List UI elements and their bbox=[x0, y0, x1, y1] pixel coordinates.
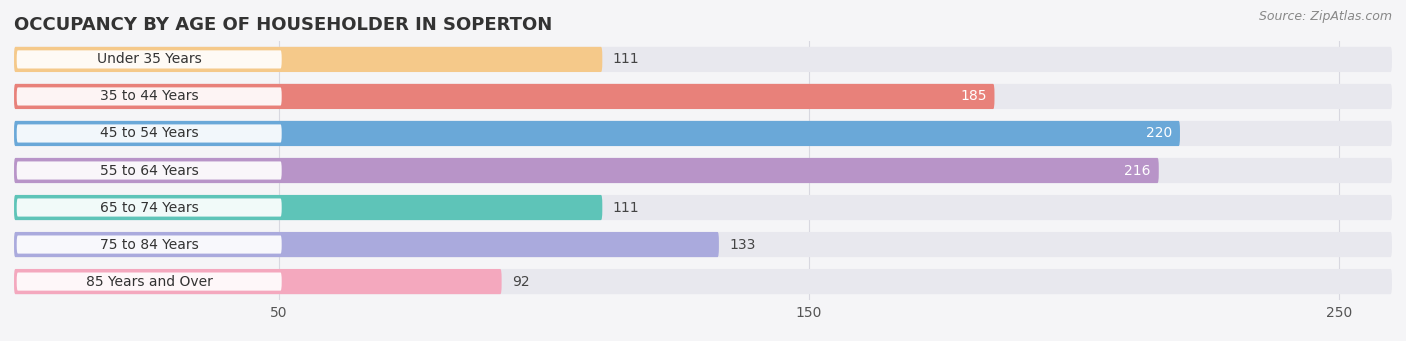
Text: Under 35 Years: Under 35 Years bbox=[97, 53, 201, 66]
FancyBboxPatch shape bbox=[14, 84, 1392, 109]
Text: 111: 111 bbox=[613, 53, 640, 66]
Text: 216: 216 bbox=[1125, 163, 1152, 178]
Text: OCCUPANCY BY AGE OF HOUSEHOLDER IN SOPERTON: OCCUPANCY BY AGE OF HOUSEHOLDER IN SOPER… bbox=[14, 16, 553, 34]
FancyBboxPatch shape bbox=[14, 47, 1392, 72]
Text: 45 to 54 Years: 45 to 54 Years bbox=[100, 127, 198, 140]
FancyBboxPatch shape bbox=[17, 50, 281, 69]
FancyBboxPatch shape bbox=[14, 158, 1159, 183]
FancyBboxPatch shape bbox=[14, 121, 1180, 146]
FancyBboxPatch shape bbox=[14, 195, 1392, 220]
Text: 92: 92 bbox=[512, 275, 530, 288]
Text: 65 to 74 Years: 65 to 74 Years bbox=[100, 201, 198, 214]
FancyBboxPatch shape bbox=[14, 158, 1392, 183]
Text: 75 to 84 Years: 75 to 84 Years bbox=[100, 238, 198, 252]
FancyBboxPatch shape bbox=[14, 47, 602, 72]
FancyBboxPatch shape bbox=[14, 269, 1392, 294]
Text: 133: 133 bbox=[730, 238, 756, 252]
Text: 85 Years and Over: 85 Years and Over bbox=[86, 275, 212, 288]
FancyBboxPatch shape bbox=[14, 195, 602, 220]
FancyBboxPatch shape bbox=[14, 269, 502, 294]
Text: 185: 185 bbox=[960, 89, 987, 103]
FancyBboxPatch shape bbox=[17, 272, 281, 291]
Text: 35 to 44 Years: 35 to 44 Years bbox=[100, 89, 198, 103]
FancyBboxPatch shape bbox=[14, 232, 718, 257]
FancyBboxPatch shape bbox=[17, 198, 281, 217]
Text: Source: ZipAtlas.com: Source: ZipAtlas.com bbox=[1258, 10, 1392, 23]
FancyBboxPatch shape bbox=[17, 124, 281, 143]
Text: 55 to 64 Years: 55 to 64 Years bbox=[100, 163, 198, 178]
FancyBboxPatch shape bbox=[17, 161, 281, 180]
Text: 111: 111 bbox=[613, 201, 640, 214]
FancyBboxPatch shape bbox=[14, 121, 1392, 146]
FancyBboxPatch shape bbox=[14, 232, 1392, 257]
FancyBboxPatch shape bbox=[17, 236, 281, 254]
FancyBboxPatch shape bbox=[17, 87, 281, 105]
FancyBboxPatch shape bbox=[14, 84, 994, 109]
Text: 220: 220 bbox=[1146, 127, 1173, 140]
